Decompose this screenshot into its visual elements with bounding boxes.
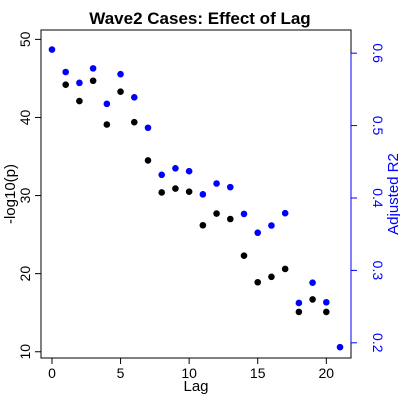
adjusted-r2-point (281, 209, 289, 217)
y-left-tick-label: 40 (17, 109, 33, 125)
y-axis-right-label: Adjusted R2 (385, 153, 400, 235)
adjusted-r2-point (76, 79, 83, 87)
y-right-tick-label: 0.5 (370, 116, 386, 136)
adjusted-r2-point (103, 100, 111, 108)
neg-log10-p-point (130, 118, 138, 126)
adjusted-r2-point (226, 183, 234, 191)
adjusted-r2-point (199, 191, 207, 198)
y-right-tick-label: 0.4 (370, 188, 386, 208)
adjusted-r2-point (268, 222, 275, 229)
adjusted-r2-point (185, 167, 193, 175)
adjusted-r2-point (89, 65, 97, 72)
adjusted-r2-point (172, 164, 179, 172)
neg-log10-p-point (185, 188, 193, 195)
neg-log10-p-point (158, 189, 166, 196)
y-axis-right: 0.2 0.3 0.4 0.5 0.6 (350, 43, 386, 353)
neg-log10-p-point (89, 77, 97, 85)
y-right-tick-label: 0.2 (370, 333, 386, 353)
x-tick-label: 0 (48, 365, 56, 381)
y-right-tick-label: 0.3 (370, 261, 386, 281)
adjusted-r2-point (158, 171, 166, 179)
chart-title: Wave2 Cases: Effect of Lag (89, 9, 310, 28)
y-left-tick-label: 50 (17, 31, 33, 47)
adjusted-r2-point (254, 229, 262, 237)
neg-log10-p-point (199, 221, 207, 229)
y-axis-left-label: -log10(p) (2, 164, 19, 224)
neg-log10-p-point (268, 273, 275, 281)
neg-log10-p-point (226, 215, 234, 223)
x-tick-label: 10 (181, 365, 197, 381)
neg-log10-p-point (76, 97, 83, 105)
x-axis: 0 5 10 15 20 (48, 358, 334, 381)
adjusted-r2-point (240, 210, 248, 218)
neg-log10-p-point (323, 308, 330, 316)
adjusted-r2-point (336, 343, 344, 351)
x-tick-label: 5 (117, 365, 125, 381)
y-axis-left: 10 20 30 40 50 (17, 31, 41, 360)
neg-log10-p-point (281, 265, 289, 273)
adjusted-r2-point (213, 180, 220, 187)
adjusted-r2-point (117, 70, 124, 78)
adjusted-r2-point (62, 68, 69, 76)
data-points (48, 46, 344, 351)
neg-log10-p-point (254, 278, 262, 286)
adjusted-r2-point (144, 124, 152, 132)
neg-log10-p-point (144, 157, 152, 164)
neg-log10-p-point (172, 185, 179, 192)
y-left-tick-label: 10 (17, 344, 33, 360)
neg-log10-p-point (309, 296, 316, 303)
neg-log10-p-point (117, 88, 124, 95)
adjusted-r2-point (309, 279, 316, 286)
neg-log10-p-point (103, 121, 111, 128)
neg-log10-p-point (213, 210, 220, 217)
x-tick-label: 20 (319, 365, 335, 381)
y-left-tick-label: 20 (17, 266, 33, 282)
neg-log10-p-point (295, 308, 303, 316)
adjusted-r2-point (323, 298, 330, 306)
plot-frame (40, 29, 352, 359)
x-tick-label: 15 (250, 365, 266, 381)
y-right-tick-label: 0.6 (370, 43, 386, 63)
neg-log10-p-point (240, 252, 248, 259)
adjusted-r2-point (48, 46, 56, 53)
adjusted-r2-point (130, 94, 138, 101)
y-left-tick-label: 30 (17, 188, 33, 204)
adjusted-r2-point (295, 299, 303, 307)
neg-log10-p-point (62, 81, 69, 88)
x-axis-label: Lag (183, 378, 208, 395)
